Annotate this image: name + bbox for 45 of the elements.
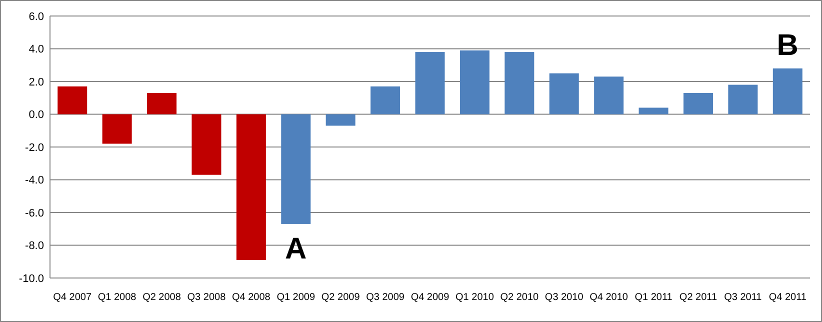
- x-tick-label: Q4 2010: [590, 292, 628, 303]
- x-tick-label: Q3 2008: [187, 292, 226, 303]
- annotation: A: [285, 232, 307, 266]
- bar: [281, 114, 311, 224]
- x-tick-label: Q2 2008: [142, 292, 182, 303]
- y-tick-label: 2.0: [28, 76, 44, 88]
- bar: [638, 108, 668, 114]
- bar: [326, 114, 356, 126]
- y-tick-label: -10.0: [18, 272, 44, 285]
- bar: [58, 86, 88, 114]
- bar: [236, 114, 266, 260]
- x-tick-label: Q4 2007: [53, 292, 92, 303]
- x-tick-label: Q3 2010: [544, 292, 584, 303]
- y-tick-label: -6.0: [25, 207, 44, 220]
- bar: [772, 68, 802, 114]
- x-tick-label: Q2 2009: [321, 292, 360, 303]
- x-tick-label: Q1 2011: [634, 292, 673, 303]
- bar: [683, 92, 713, 114]
- y-tick-label: 0.0: [28, 109, 44, 122]
- bar: [549, 73, 579, 114]
- bar: [728, 84, 758, 114]
- bar: [192, 114, 222, 175]
- bar: [415, 52, 445, 114]
- x-tick-label: Q3 2011: [724, 292, 762, 303]
- bar: [102, 114, 132, 144]
- annotation: B: [776, 28, 798, 62]
- y-tick-label: 4.0: [28, 44, 44, 56]
- x-tick-label: Q1 2008: [98, 292, 137, 303]
- x-tick-label: Q1 2010: [456, 292, 494, 303]
- bar: [147, 92, 177, 114]
- bar: [504, 52, 534, 114]
- x-tick-label: Q1 2009: [276, 292, 316, 303]
- x-tick-label: Q4 2011: [768, 292, 807, 303]
- x-tick-label: Q4 2008: [232, 292, 271, 303]
- x-tick-label: Q4 2009: [410, 292, 450, 303]
- x-tick-label: Q3 2009: [366, 292, 405, 303]
- bar: [370, 86, 400, 114]
- bar: [594, 76, 624, 114]
- y-tick-label: -8.0: [25, 240, 44, 252]
- x-tick-label: Q2 2010: [500, 292, 540, 303]
- y-tick-label: -4.0: [25, 174, 44, 187]
- y-tick-label: 6.0: [28, 10, 44, 23]
- bar: [460, 50, 490, 114]
- y-tick-label: -2.0: [25, 142, 44, 154]
- x-tick-label: Q2 2011: [679, 292, 718, 303]
